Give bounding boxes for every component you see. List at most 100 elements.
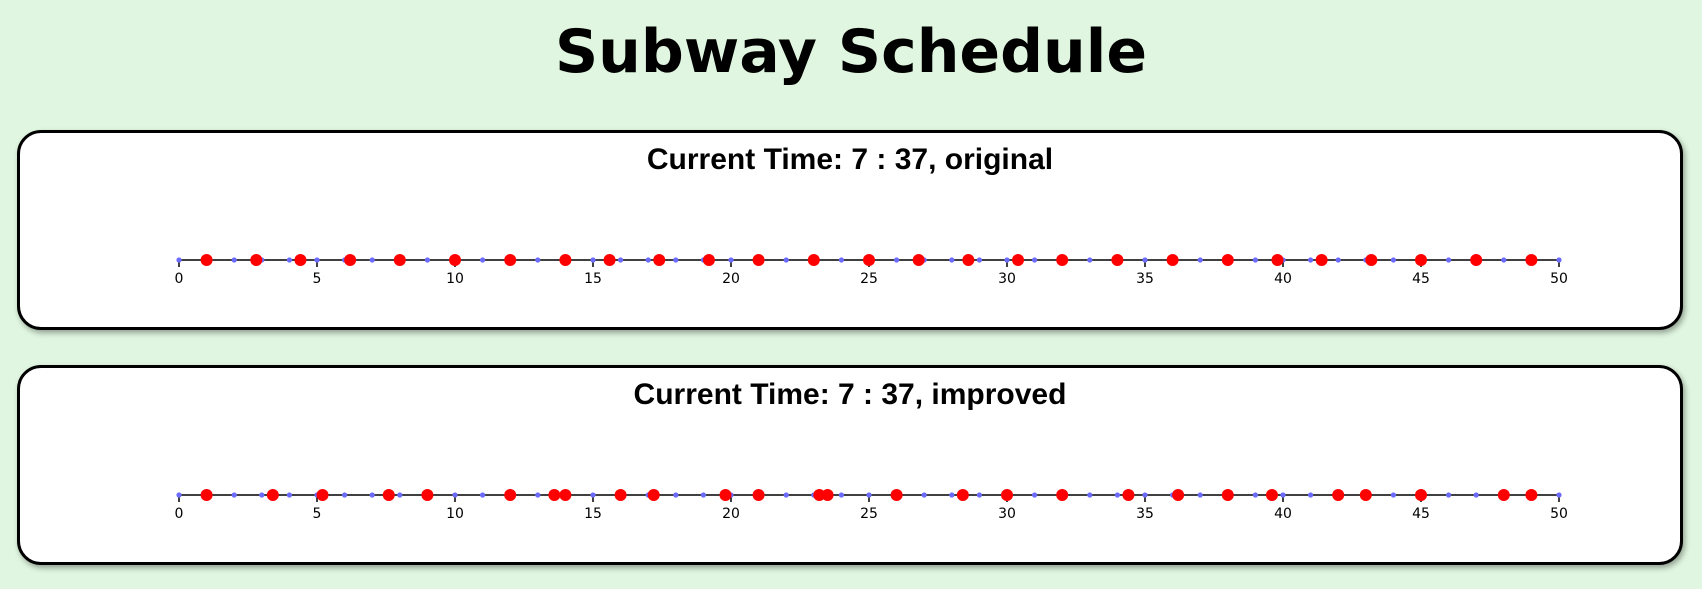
panel-title-improved: Current Time: 7 : 37, improved [633,378,1067,411]
minute-dot [976,257,983,263]
x-tick-label: 40 [1274,271,1292,287]
x-tick-label: 30 [998,271,1016,287]
x-tick-label: 50 [1550,506,1568,522]
minute-dot [231,257,237,263]
train-arrival-point [559,489,572,501]
train-arrival-point [702,254,715,266]
minute-dot [1197,257,1203,263]
minute-dot [1280,492,1286,498]
x-tick-label: 25 [860,506,878,522]
train-arrival-point [956,489,969,501]
minute-dot [976,492,983,498]
minute-dot [645,257,651,263]
minute-dot [673,257,679,263]
x-tick-label: 5 [313,506,322,522]
minute-dot [231,492,237,498]
x-tick-label: 40 [1274,506,1292,522]
train-arrival-point [1221,254,1234,266]
minute-dot [1335,257,1341,263]
train-arrival-point [200,489,213,501]
panel-title-original: Current Time: 7 : 37, original [646,143,1054,176]
train-arrival-point [1166,254,1179,266]
minute-dot [1473,492,1479,498]
x-tick-label: 35 [1136,506,1154,522]
train-arrival-point [807,254,820,266]
x-tick-label: 30 [998,506,1016,522]
train-arrival-point [614,489,627,501]
minute-dot [728,257,734,263]
train-arrival-point [1221,489,1234,501]
minute-dot [1390,492,1396,498]
timeline-chart-improved: 0 5 10 15 20 25 30 35 40 45 50 [175,489,1568,522]
minute-dot [1142,257,1148,263]
train-arrival-point [1525,489,1538,501]
minute-dot [1004,257,1010,263]
x-tick-label: 0 [175,271,184,287]
x-tick-label: 50 [1550,271,1568,287]
minute-dot [259,492,265,498]
train-arrival-point [1111,254,1124,266]
minute-dot [1142,492,1148,498]
train-arrival-point [1122,489,1135,501]
minute-dot [1308,257,1314,263]
minute-dot [535,257,541,263]
train-arrival-point [1172,489,1185,501]
train-arrival-point [1415,489,1427,501]
train-arrival-point [548,489,561,501]
x-tick-label: 0 [175,506,184,522]
train-arrival-point [962,254,975,266]
train-arrival-point [653,254,666,266]
minute-dot [921,492,927,498]
minute-dot [590,257,596,263]
minute-dot [783,492,789,498]
train-arrival-point [504,254,517,266]
train-arrival-point [1265,489,1278,501]
minute-dot [1252,257,1258,263]
minute-dot [1556,492,1562,498]
train-arrival-point [559,254,572,266]
minute-dot [673,492,679,498]
train-arrival-point [316,489,329,501]
train-arrival-point [752,254,765,266]
minute-dot [314,257,320,263]
minute-dot [369,257,375,263]
train-arrival-point [266,489,279,501]
x-tick-label: 45 [1412,271,1430,287]
x-tick-label: 25 [860,271,878,287]
minute-dot [1087,492,1093,498]
minute-dot [1032,492,1038,498]
minute-dot [949,492,955,498]
minute-dot [286,492,292,498]
minute-dot [369,492,375,498]
x-tick-label: 20 [722,271,740,287]
minute-dot [480,257,486,263]
timeline-chart-original: 0 5 10 15 20 25 30 35 40 45 50 [175,254,1568,287]
minute-dot [1446,257,1452,263]
train-arrival-point [294,254,307,266]
train-arrival-point [1001,489,1013,501]
train-arrival-point [719,489,732,501]
minute-dot [176,492,182,498]
x-tick-label: 45 [1412,506,1430,522]
train-arrival-point [863,254,875,266]
minute-dot [590,492,596,498]
train-arrival-point [821,489,834,501]
minute-dot [1114,492,1120,498]
train-arrival-point [813,489,826,501]
train-arrival-point [421,489,434,501]
x-tick-label: 35 [1136,271,1154,287]
train-arrival-point [1315,254,1328,266]
train-arrival-point [1365,254,1378,266]
train-arrival-point [752,489,765,501]
minute-dot [1390,257,1396,263]
minute-dot [866,492,872,498]
minute-dot [1446,492,1452,498]
train-arrival-point [200,254,213,266]
minute-dot [894,257,900,263]
train-arrival-point [1415,254,1427,266]
minute-dot [1308,492,1314,498]
train-arrival-point [1359,489,1372,501]
minute-dot [1556,257,1562,263]
x-tick-label: 5 [313,271,322,287]
minute-dot [618,257,624,263]
